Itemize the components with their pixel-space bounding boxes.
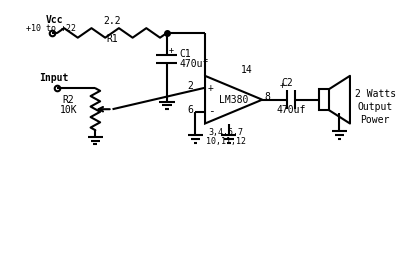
- Text: 470uf: 470uf: [276, 105, 306, 115]
- Text: 10K: 10K: [60, 105, 78, 115]
- Text: Input: Input: [39, 73, 68, 83]
- Text: 2.2: 2.2: [103, 16, 121, 26]
- Text: +10 to +22: +10 to +22: [26, 24, 76, 33]
- Text: C2: C2: [281, 78, 293, 88]
- Text: 470uf: 470uf: [179, 59, 209, 69]
- Text: R2: R2: [63, 95, 74, 106]
- Text: +: +: [208, 83, 214, 93]
- Text: 3,4,5,7: 3,4,5,7: [208, 128, 244, 137]
- Text: -: -: [208, 107, 215, 117]
- Text: 2 Watts
Output
Power: 2 Watts Output Power: [355, 89, 396, 125]
- Text: +: +: [169, 46, 174, 55]
- Text: +: +: [280, 81, 285, 90]
- Text: 6: 6: [188, 105, 194, 115]
- Text: 10,11,12: 10,11,12: [206, 137, 246, 146]
- Text: C1: C1: [179, 49, 191, 59]
- Text: 14: 14: [241, 65, 253, 75]
- Text: R1: R1: [106, 34, 118, 43]
- Text: 2: 2: [188, 81, 194, 91]
- Text: Vcc: Vcc: [46, 15, 63, 25]
- Text: LM380: LM380: [219, 95, 248, 105]
- Text: 8: 8: [264, 92, 270, 102]
- Bar: [320, 89, 329, 110]
